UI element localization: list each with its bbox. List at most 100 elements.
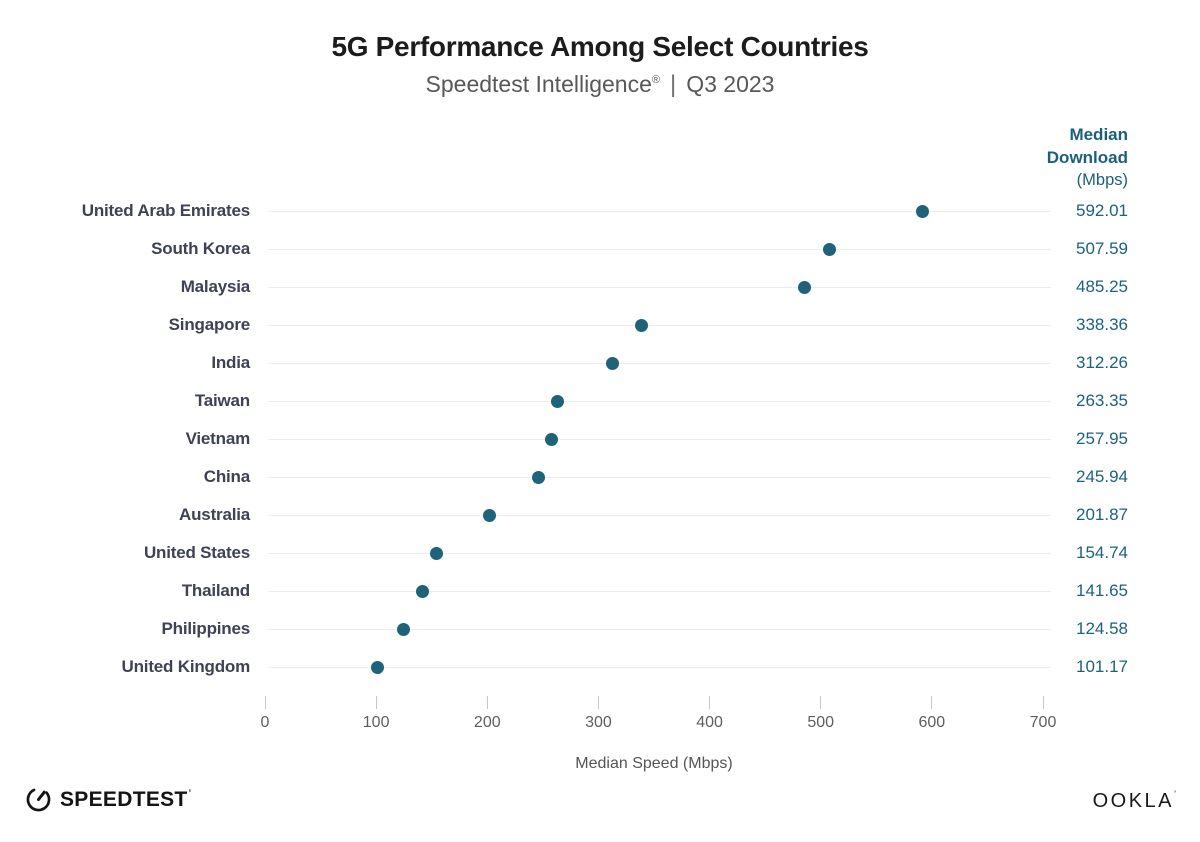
chart-row: South Korea 507.59 (0, 230, 1200, 268)
x-axis-tick-label: 400 (696, 714, 723, 731)
country-label: Taiwan (194, 391, 250, 410)
country-label: China (203, 467, 250, 486)
data-point-dot (415, 584, 429, 598)
x-axis-tick-label: 100 (362, 714, 390, 731)
speedtest-gauge-icon (26, 788, 51, 812)
data-point-dot (916, 204, 930, 218)
data-point-dot (822, 242, 836, 256)
country-label: Vietnam (185, 429, 251, 448)
chart-row: China 245.94 (0, 458, 1200, 496)
data-point-dot (482, 508, 496, 522)
x-axis-tick (1042, 696, 1044, 709)
x-axis-tick-label: 0 (260, 714, 270, 731)
speedtest-trademark: ’ (188, 787, 192, 798)
x-axis-tick-label: 200 (473, 714, 501, 731)
chart-row: Taiwan 263.35 (0, 382, 1200, 420)
row-gridline (268, 286, 1051, 288)
ookla-wordmark: OOKLA (1092, 790, 1174, 812)
data-point-dot (531, 470, 545, 484)
subtitle-period: Q3 2023 (686, 71, 775, 97)
row-gridline (268, 362, 1051, 364)
country-label: United States (143, 543, 250, 562)
row-gridline (268, 400, 1051, 402)
chart-row: India 312.26 (0, 344, 1200, 382)
ookla-logo: OOKLA’ (1093, 789, 1176, 813)
row-gridline (268, 248, 1051, 250)
chart-subtitle: Speedtest Intelligence® | Q3 2023 (0, 71, 1200, 99)
chart-row: Philippines 124.58 (0, 610, 1200, 648)
country-label: Thailand (181, 581, 250, 600)
subtitle-separator: | (669, 71, 677, 98)
value-label: 507.59 (1076, 239, 1128, 258)
x-axis-tick (264, 696, 266, 709)
ookla-trademark: ’ (1174, 789, 1176, 799)
country-label: India (211, 353, 250, 372)
x-axis-tick (486, 696, 488, 709)
value-label: 485.25 (1076, 277, 1128, 296)
x-axis-title: Median Speed (Mbps) (575, 755, 733, 772)
value-label: 338.36 (1076, 315, 1128, 334)
registered-mark: ® (651, 74, 660, 86)
row-gridline (268, 476, 1051, 478)
data-point-dot (430, 546, 444, 560)
value-label: 124.58 (1076, 619, 1128, 638)
data-point-dot (551, 394, 565, 408)
data-point-dot (396, 622, 410, 636)
value-label: 592.01 (1076, 201, 1128, 220)
value-label: 312.26 (1076, 353, 1128, 372)
x-axis-tick (931, 696, 933, 709)
speedtest-wordmark: SPEEDTEST’ (60, 788, 191, 812)
plot-area: United Arab Emirates 592.01 South Korea 507… (0, 192, 1200, 686)
country-label: South Korea (151, 239, 250, 258)
chart-row: United Kingdom 101.17 (0, 648, 1200, 686)
value-header-line3: (Mbps) (1076, 171, 1128, 189)
x-axis-tick-label: 500 (807, 714, 835, 731)
country-label: United Arab Emirates (81, 201, 250, 220)
subtitle-brand: Speedtest Intelligence (425, 71, 652, 97)
x-axis-tick-label: 300 (585, 714, 612, 731)
value-header-line2: Download (1046, 147, 1128, 167)
country-label: Australia (179, 505, 250, 524)
speedtest-logo: SPEEDTEST’ (25, 786, 191, 813)
row-gridline (268, 666, 1051, 668)
value-label: 141.65 (1076, 581, 1128, 600)
chart-row: Australia 201.87 (0, 496, 1200, 534)
row-gridline (268, 628, 1051, 630)
value-label: 201.87 (1076, 505, 1128, 524)
chart-row: Thailand 141.65 (0, 572, 1200, 610)
x-axis-tick (820, 696, 822, 709)
speedtest-label: SPEEDTEST (60, 787, 188, 811)
chart-row: Vietnam 257.95 (0, 420, 1200, 458)
data-point-dot (634, 318, 648, 332)
value-label: 101.17 (1076, 657, 1128, 676)
value-label: 154.74 (1076, 543, 1128, 562)
value-label: 257.95 (1076, 429, 1128, 448)
row-gridline (268, 514, 1051, 516)
value-label: 245.94 (1076, 467, 1128, 486)
data-point-dot (605, 356, 619, 370)
x-axis-tick-label: 600 (918, 714, 946, 731)
country-label: Singapore (168, 315, 251, 334)
chart-row: United Arab Emirates 592.01 (0, 192, 1200, 230)
row-gridline (268, 590, 1051, 592)
x-axis-tick (375, 696, 377, 709)
x-axis-tick-label: 700 (1029, 714, 1057, 731)
row-gridline (268, 552, 1051, 554)
chart-title: 5G Performance Among Select Countries (331, 31, 869, 62)
value-header-line1: Median (1069, 125, 1128, 144)
chart-row: Singapore 338.36 (0, 306, 1200, 344)
chart-row: United States 154.74 (0, 534, 1200, 572)
data-point-dot (545, 432, 559, 446)
data-point-dot (797, 280, 811, 294)
chart-row: Malaysia 485.25 (0, 268, 1200, 306)
row-gridline (268, 210, 1051, 212)
x-axis-tick (709, 696, 711, 709)
data-point-dot (370, 660, 384, 674)
value-label: 263.35 (1076, 391, 1128, 410)
country-label: United Kingdom (121, 657, 251, 676)
value-column-header: Median Download (Mbps) (1047, 124, 1128, 192)
row-gridline (268, 324, 1051, 326)
country-label: Philippines (161, 619, 251, 638)
x-axis-tick (597, 696, 599, 709)
